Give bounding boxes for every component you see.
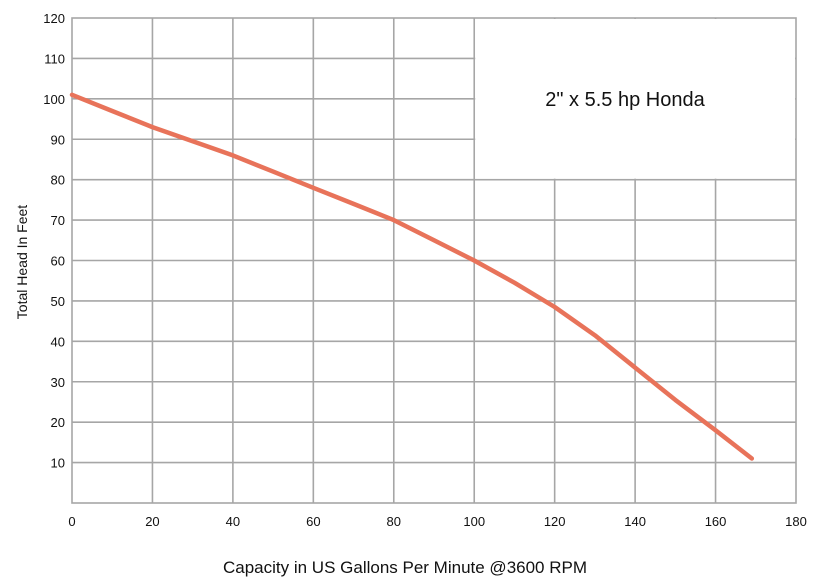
x-tick-label: 0: [68, 514, 75, 529]
y-tick-label: 60: [51, 254, 65, 269]
x-tick-label: 60: [306, 514, 320, 529]
plot-frame: [71, 17, 797, 504]
chart-annotation: 2" x 5.5 hp Honda: [545, 89, 705, 111]
y-axis-title: Total Head In Feet: [14, 205, 30, 320]
y-tick-labels: 10 20 30 40 50 60 70 80 90 100 110 120: [43, 11, 65, 471]
annotation-box: [475, 19, 795, 179]
x-tick-label: 120: [544, 514, 566, 529]
x-tick-label: 160: [705, 514, 727, 529]
x-tick-labels: 0 20 40 60 80 100 120 140 160 180: [68, 514, 806, 529]
y-tick-label: 40: [51, 334, 65, 349]
y-tick-label: 100: [43, 92, 65, 107]
x-tick-label: 140: [624, 514, 646, 529]
x-axis-title: Capacity in US Gallons Per Minute @3600 …: [223, 558, 587, 577]
performance-curve: [69, 92, 755, 461]
y-tick-label: 20: [51, 415, 65, 430]
y-tick-label: 50: [51, 294, 65, 309]
y-tick-label: 90: [51, 132, 65, 147]
x-tick-label: 180: [785, 514, 807, 529]
x-tick-label: 20: [145, 514, 159, 529]
y-tick-label: 110: [44, 51, 65, 66]
y-tick-label: 80: [51, 173, 65, 188]
y-tick-label: 30: [51, 375, 65, 390]
x-tick-label: 100: [463, 514, 485, 529]
y-tick-label: 70: [51, 213, 65, 228]
x-tick-label: 40: [226, 514, 240, 529]
y-tick-label: 120: [43, 11, 65, 26]
series-layer: [69, 92, 755, 461]
x-tick-label: 80: [387, 514, 401, 529]
y-tick-label: 10: [51, 456, 65, 471]
